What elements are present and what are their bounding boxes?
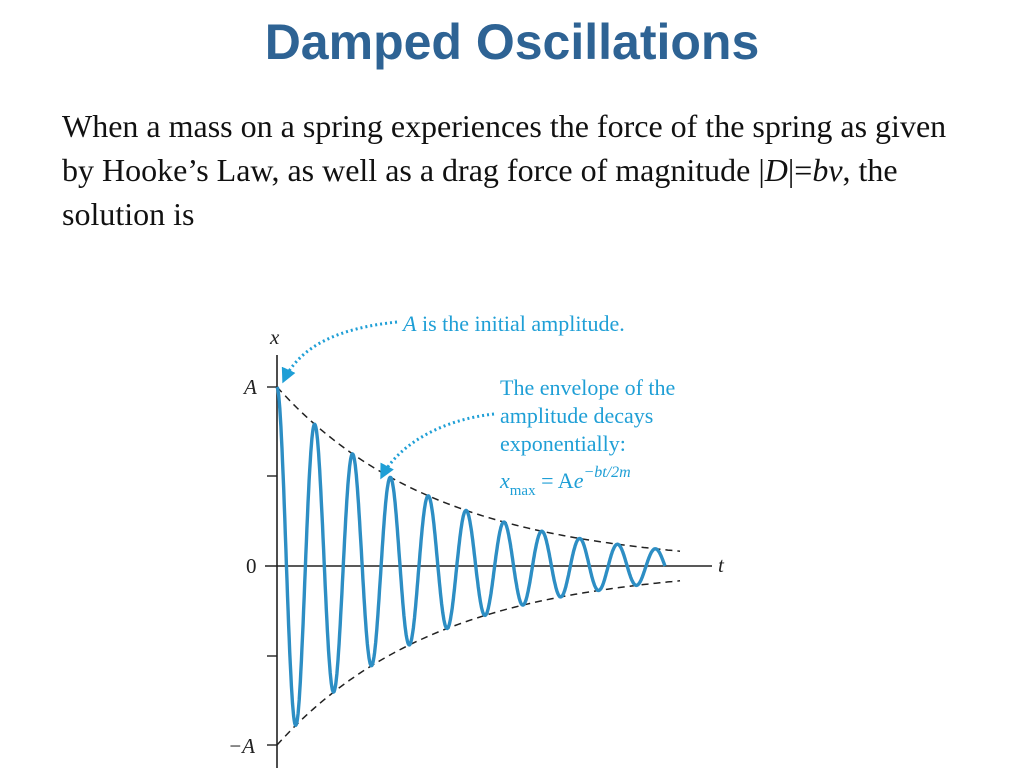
amplitude-annotation: A is the initial amplitude. <box>401 311 625 336</box>
t-axis-label: t <box>718 553 725 577</box>
envelope-annotation-line1: The envelope of the <box>500 375 675 400</box>
envelope-upper-curve <box>276 386 681 552</box>
body-text-part3: , the solution is <box>62 152 898 232</box>
tick-label-neg-A: −A <box>228 734 255 758</box>
damped-oscillation-curve <box>275 386 667 727</box>
x-axis-label: x <box>269 325 280 349</box>
body-text-bv: bv <box>812 152 843 188</box>
slide-body-text: When a mass on a spring experiences the … <box>62 104 982 236</box>
body-text-D: D <box>764 152 788 188</box>
tick-label-0: 0 <box>246 554 257 578</box>
envelope-annotation-arrow <box>379 412 495 480</box>
tick-label-A: A <box>242 375 257 399</box>
envelope-annotation-line2: amplitude decays <box>500 403 653 428</box>
envelope-annotation-line3: exponentially: <box>500 431 626 456</box>
envelope-equation: xmax = Ae−bt/2m <box>499 464 631 499</box>
slide-title: Damped Oscillations <box>264 14 760 70</box>
body-text-part1: When a mass on a spring experiences the … <box>62 108 947 188</box>
envelope-lower-curve <box>276 580 681 746</box>
amplitude-annotation-arrow <box>281 320 398 384</box>
body-text-part2: |= <box>787 152 813 188</box>
